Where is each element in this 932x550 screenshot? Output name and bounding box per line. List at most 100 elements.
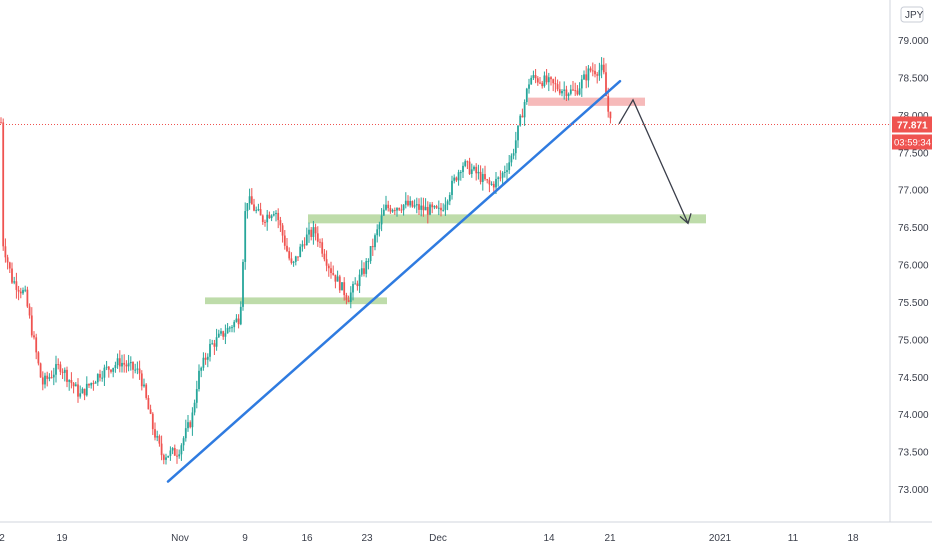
candle-body <box>136 368 139 370</box>
price-tick-label: 75.500 <box>898 298 929 309</box>
candle-body <box>220 331 222 334</box>
candle-body <box>466 161 469 163</box>
candle-body <box>534 75 537 79</box>
candle-body <box>413 205 416 207</box>
candle-body <box>261 215 264 222</box>
candle-body <box>349 292 352 302</box>
candle-body <box>250 196 253 205</box>
candle-body <box>446 201 449 205</box>
candle-body <box>63 369 66 373</box>
candle-body <box>327 265 330 269</box>
candle-body <box>257 209 260 211</box>
candle-body <box>189 422 192 428</box>
candle-body <box>57 364 60 366</box>
candle-body <box>503 171 506 173</box>
candle-body <box>402 204 405 211</box>
candle-body <box>48 377 51 379</box>
candle-body <box>55 364 57 375</box>
candle-body <box>356 283 359 287</box>
candle-body <box>442 209 445 211</box>
candle-body <box>85 383 88 396</box>
candle-body <box>37 352 40 364</box>
candle-body <box>259 209 262 216</box>
candle-body <box>598 70 601 76</box>
candle-body <box>583 74 585 80</box>
candle-body <box>576 90 579 95</box>
candle-body <box>556 84 559 90</box>
candle-body <box>140 373 143 387</box>
candle-body <box>440 207 442 211</box>
candle-body <box>268 214 271 219</box>
candle-body <box>541 82 544 87</box>
candle-body <box>165 457 167 460</box>
candle-body <box>145 384 148 398</box>
candle-body <box>123 362 126 365</box>
candle-body <box>77 384 79 397</box>
candle-body <box>121 362 123 367</box>
candle-body <box>400 209 403 211</box>
candle-body <box>215 337 218 347</box>
arrow-head <box>679 213 692 225</box>
candle-body <box>167 455 170 458</box>
candle-body <box>193 402 196 413</box>
candle-body <box>517 125 519 141</box>
candle-body <box>574 90 577 92</box>
candle-body <box>378 224 381 230</box>
support-zone <box>308 214 706 224</box>
candle-body <box>407 200 409 206</box>
candle-body <box>22 290 24 294</box>
candle-body <box>305 234 308 246</box>
candle-body <box>101 377 104 379</box>
candle-body <box>35 337 38 353</box>
resistance-zone <box>528 97 645 106</box>
candle-body <box>301 244 304 247</box>
candle-body <box>206 356 209 360</box>
candle-body <box>569 89 572 94</box>
candle-body <box>363 268 365 274</box>
price-tick-label: 77.500 <box>898 148 929 159</box>
price-tick-label: 77.000 <box>898 186 929 197</box>
candle-body <box>70 379 73 384</box>
candle-body <box>338 276 341 291</box>
candle-body <box>105 366 108 368</box>
candle-body <box>244 211 247 262</box>
candle-body <box>499 177 502 179</box>
candle-body <box>226 327 229 334</box>
candle-body <box>547 77 550 83</box>
candle-body <box>316 233 319 242</box>
candle-body <box>79 393 82 397</box>
candle-body <box>92 383 95 385</box>
candle-body <box>149 409 152 414</box>
candle-body <box>367 261 370 263</box>
candle-body <box>354 283 357 285</box>
price-tick-label: 79.000 <box>898 36 929 47</box>
candle-body <box>314 227 317 234</box>
candle-body <box>448 195 451 202</box>
candle-body <box>46 375 49 379</box>
candle-body <box>74 384 77 387</box>
candle-body <box>173 448 176 456</box>
candle-body <box>360 268 363 275</box>
price-tick-label: 73.000 <box>898 485 929 496</box>
candles-layer <box>0 57 612 465</box>
support-zone <box>205 297 387 305</box>
candle-body <box>277 212 280 221</box>
candle-body <box>519 115 522 126</box>
candle-body <box>270 215 273 219</box>
time-tick-label: 16 <box>301 533 313 544</box>
candle-body <box>310 229 313 237</box>
zones-layer <box>205 97 706 305</box>
candle-body <box>389 208 392 212</box>
candle-body <box>376 229 379 236</box>
candle-body <box>589 68 592 71</box>
candle-body <box>561 90 563 94</box>
time-tick-label: 21 <box>604 533 616 544</box>
candle-body <box>283 235 286 246</box>
candle-body <box>211 343 214 345</box>
candle-body <box>468 161 471 174</box>
price-tick-label: 74.500 <box>898 373 929 384</box>
candle-body <box>118 358 121 367</box>
candle-body <box>246 203 249 212</box>
candle-body <box>191 412 194 428</box>
